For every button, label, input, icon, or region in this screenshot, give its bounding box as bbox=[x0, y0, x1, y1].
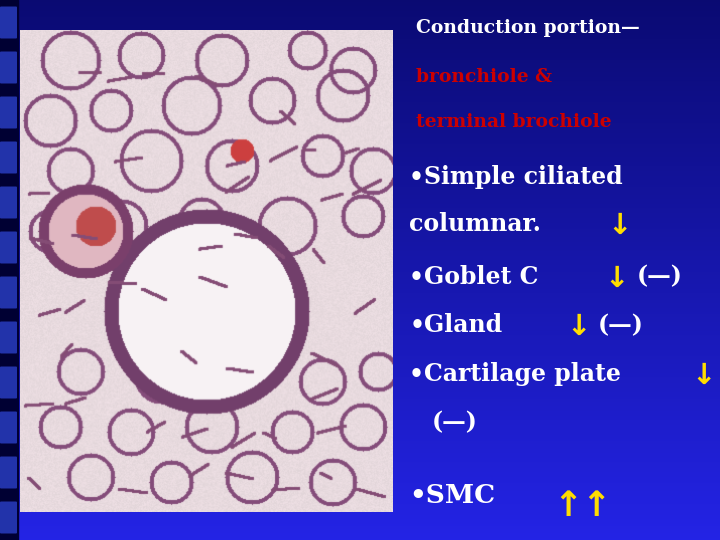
Text: •Goblet C: •Goblet C bbox=[409, 265, 539, 288]
FancyBboxPatch shape bbox=[0, 321, 17, 354]
Text: •Gland: •Gland bbox=[409, 313, 503, 337]
Text: •Cartilage plate: •Cartilage plate bbox=[409, 362, 621, 386]
Text: •Simple ciliated: •Simple ciliated bbox=[409, 165, 623, 188]
FancyBboxPatch shape bbox=[0, 6, 17, 38]
Text: (—): (—) bbox=[636, 265, 683, 288]
FancyBboxPatch shape bbox=[0, 502, 17, 534]
FancyBboxPatch shape bbox=[0, 97, 17, 129]
FancyBboxPatch shape bbox=[0, 186, 17, 219]
Text: ↑↑: ↑↑ bbox=[554, 489, 612, 523]
Text: (—): (—) bbox=[598, 313, 644, 337]
Text: •SMC: •SMC bbox=[409, 483, 495, 508]
Text: Conduction portion—: Conduction portion— bbox=[415, 19, 639, 37]
Bar bbox=[0, 0, 18, 540]
Text: ↓: ↓ bbox=[566, 313, 590, 341]
Text: columnar.: columnar. bbox=[409, 212, 541, 236]
Text: terminal brochiole: terminal brochiole bbox=[415, 113, 611, 131]
FancyBboxPatch shape bbox=[0, 276, 17, 308]
Text: ↓: ↓ bbox=[608, 212, 632, 240]
FancyBboxPatch shape bbox=[0, 367, 17, 399]
FancyBboxPatch shape bbox=[0, 232, 17, 264]
Text: ↓: ↓ bbox=[691, 362, 716, 390]
Text: (—): (—) bbox=[432, 410, 477, 434]
FancyBboxPatch shape bbox=[0, 51, 17, 84]
Text: bronchiole &: bronchiole & bbox=[415, 68, 552, 85]
Text: ↓: ↓ bbox=[605, 265, 629, 293]
FancyBboxPatch shape bbox=[0, 456, 17, 489]
FancyBboxPatch shape bbox=[0, 411, 17, 443]
FancyBboxPatch shape bbox=[0, 141, 17, 173]
